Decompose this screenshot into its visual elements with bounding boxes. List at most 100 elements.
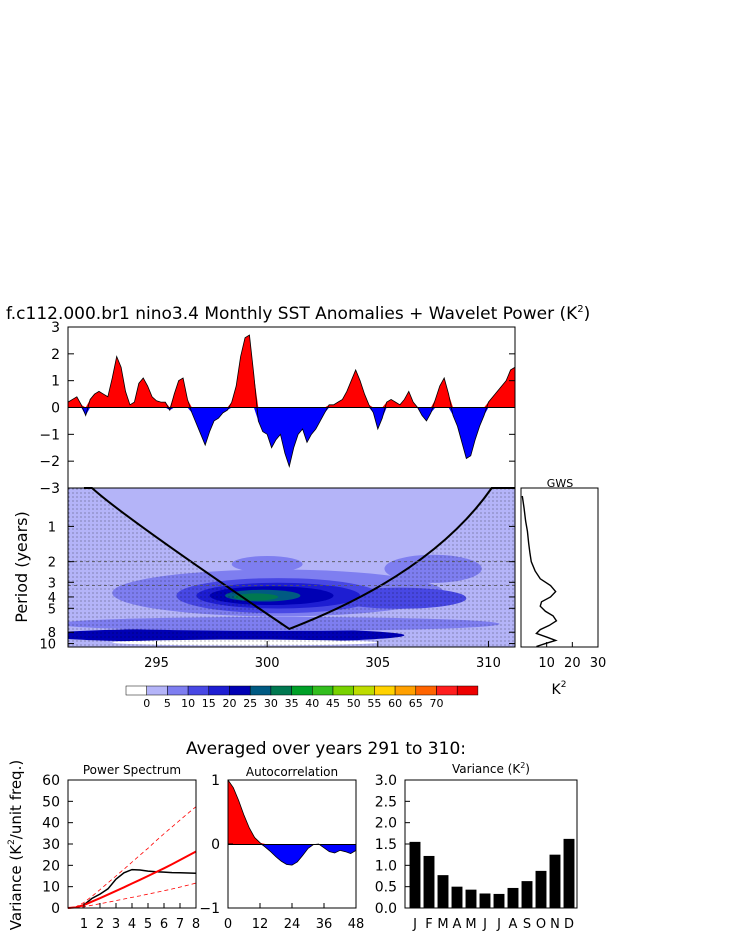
ac-ytick-label: 1 xyxy=(211,773,220,789)
variance-title: Variance (K2) xyxy=(452,761,530,776)
variance-month-label: N xyxy=(550,917,560,932)
gws-panel: GWS 10 20 30 K2 xyxy=(520,477,607,698)
ps-xtick-label: 6 xyxy=(160,917,168,932)
gws-title: GWS xyxy=(547,477,573,490)
ps-ytick-label: 60 xyxy=(42,773,60,789)
ts-ytick-label: 1 xyxy=(51,374,60,390)
gws-frame xyxy=(520,487,599,648)
ts-ytick-label: −1 xyxy=(39,427,60,443)
colorbar-swatch xyxy=(146,685,168,696)
variance-bar xyxy=(493,893,505,908)
var-ytick-label: 1.0 xyxy=(375,858,397,874)
wavelet-ytick-label: 1 xyxy=(48,520,56,535)
ps-xtick-label: 4 xyxy=(128,917,136,932)
wavelet-power-region xyxy=(231,555,303,573)
autocorrelation-panel: Autocorrelation 1 0 −1 0 12 24 36 48 xyxy=(199,765,364,932)
ps-xtick-label: 2 xyxy=(96,917,104,932)
wavelet-panel: 1 2 345 810 295 300 305 310 Period (years) xyxy=(12,487,516,671)
variance-month-label: M xyxy=(465,917,476,932)
colorbar-swatch xyxy=(312,685,334,696)
wavelet-ytick-label: 4 xyxy=(48,591,56,606)
variance-bar xyxy=(437,875,449,908)
var-ytick-label: 0.5 xyxy=(375,880,397,896)
ts-ytick-label: 2 xyxy=(51,347,60,363)
gws-xtick-label: 30 xyxy=(590,656,607,671)
ac-xtick-label: 12 xyxy=(252,917,269,932)
ps-ytick-label: 30 xyxy=(42,837,60,853)
variance-bar xyxy=(451,886,463,908)
positive-anomaly-fill xyxy=(68,335,515,408)
colorbar-swatch xyxy=(291,685,313,696)
wavelet-xtick-label: 295 xyxy=(144,656,169,671)
power-spectrum-title: Power Spectrum xyxy=(83,763,181,777)
variance-bar xyxy=(535,870,547,908)
colorbar-label: 65 xyxy=(409,697,423,710)
autocorrelation-negative-fill xyxy=(228,844,356,866)
ac-xtick-label: 0 xyxy=(224,917,232,932)
wavelet-ytick-label: 3 xyxy=(48,576,56,591)
autocorrelation-title: Autocorrelation xyxy=(246,765,338,779)
wavelet-ytick-label: 8 xyxy=(48,626,56,641)
timeseries-panel: 3 2 1 0 −1 −2 −3 xyxy=(39,320,516,497)
variance-month-label: J xyxy=(482,917,487,932)
cone-of-influence-hatch xyxy=(68,488,515,647)
gws-xlabel: K2 xyxy=(552,680,567,698)
colorbar-label: 35 xyxy=(285,697,299,710)
colorbar-label: 50 xyxy=(347,697,361,710)
ps-xtick-label: 7 xyxy=(176,917,184,932)
var-ytick-label: 2.0 xyxy=(375,816,397,832)
var-ytick-label: 3.0 xyxy=(375,773,397,789)
colorbar-label: 20 xyxy=(223,697,237,710)
timeseries-line xyxy=(67,334,516,469)
colorbar-label: 30 xyxy=(264,697,278,710)
ps-xtick-label: 1 xyxy=(80,917,88,932)
colorbar-label: 40 xyxy=(305,697,319,710)
variance-month-label: D xyxy=(564,917,574,932)
var-ytick-label: 2.5 xyxy=(375,794,397,810)
colorbar-swatch xyxy=(249,685,272,696)
ts-ytick-label: −2 xyxy=(39,454,60,470)
ac-xtick-label: 24 xyxy=(284,917,301,932)
gws-line xyxy=(521,495,558,648)
ac-ytick-label: 0 xyxy=(211,837,220,853)
cone-of-influence-line xyxy=(84,487,515,631)
ts-ytick-label: 0 xyxy=(51,401,60,417)
ts-ytick-label: −3 xyxy=(39,481,60,497)
autocorrelation-line xyxy=(227,779,357,866)
variance-month-label: A xyxy=(453,917,462,932)
ps-ytick-label: 0 xyxy=(51,901,60,917)
colorbar-label: 70 xyxy=(430,697,444,710)
wavelet-ytick-label: 2 xyxy=(48,556,56,571)
ps-ytick-label: 20 xyxy=(42,858,60,874)
colorbar-swatch xyxy=(167,685,189,696)
colorbar-swatch xyxy=(374,685,396,696)
main-title: f.c112.000.br1 nino3.4 Monthly SST Anoma… xyxy=(6,304,590,324)
variance-bar xyxy=(507,887,519,908)
var-ytick-label: 1.5 xyxy=(375,837,397,853)
variance-month-label: O xyxy=(536,917,546,932)
power-spectrum-red-noise-lower-line xyxy=(67,882,197,909)
gws-xtick-label: 10 xyxy=(538,656,555,671)
colorbar-label: 60 xyxy=(388,697,402,710)
colorbar-swatch xyxy=(270,685,292,696)
ps-ytick-label: 40 xyxy=(42,816,60,832)
power-spectrum-red-noise-upper-line xyxy=(67,806,197,909)
colorbar-swatch xyxy=(353,685,375,696)
ac-xtick-label: 48 xyxy=(348,917,365,932)
wavelet-ylabel: Period (years) xyxy=(12,511,31,623)
ac-xtick-label: 36 xyxy=(316,917,333,932)
variance-bar xyxy=(465,889,477,908)
variance-month-label: M xyxy=(437,917,448,932)
averaged-title: Averaged over years 291 to 310: xyxy=(186,739,466,759)
colorbar-swatch xyxy=(187,685,210,696)
colorbar-label: 55 xyxy=(367,697,381,710)
variance-month-label: J xyxy=(496,917,501,932)
colorbar-label: 25 xyxy=(243,697,257,710)
variance-bar xyxy=(563,838,575,908)
autocorrelation-positive-fill xyxy=(228,780,356,844)
variance-month-label: F xyxy=(425,917,432,932)
ps-xtick-label: 8 xyxy=(192,917,200,932)
colorbar-swatch xyxy=(208,685,230,696)
colorbar-swatch xyxy=(332,685,354,696)
